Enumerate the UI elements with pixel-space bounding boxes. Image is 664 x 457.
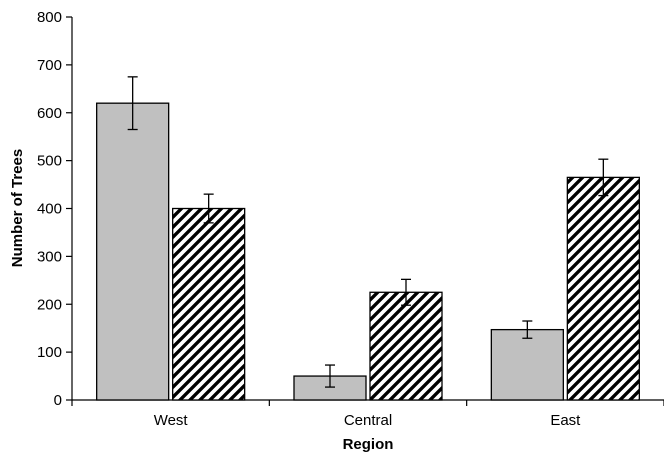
bar-west-series-2 [172,207,246,401]
bar-central-series-2 [369,291,443,401]
x-ticks: West Central East [71,400,664,429]
y-tick-label: 400 [37,201,62,218]
y-tick-label: 700 [37,57,62,74]
error-bars [127,76,609,388]
y-tick-label: 200 [37,296,62,313]
y-tick-label: 0 [54,392,62,409]
x-tick-label-west: West [154,412,189,429]
bars [96,102,640,401]
x-tick-label-east: East [550,412,581,429]
y-tick-label: 800 [37,9,62,26]
bar-east-series-1 [490,328,564,401]
x-axis: West Central East [71,399,664,429]
error-bar-east-series-1 [522,320,533,339]
error-bar-east-series-2 [598,158,609,197]
y-tick-label: 300 [37,248,62,265]
bar-west-series-1 [96,102,170,401]
error-bar-west-series-1 [127,76,138,131]
error-bar-west-series-2 [203,193,214,224]
y-tick-label: 500 [37,153,62,170]
y-axis-label: Number of Trees [9,149,26,267]
x-axis-label: Region [343,436,394,453]
y-ticks: 0 100 200 300 400 500 600 700 800 [37,9,72,409]
y-tick-label: 600 [37,105,62,122]
y-axis: 0 100 200 300 400 500 600 700 800 [37,9,73,409]
x-tick-label-central: Central [344,412,392,429]
y-tick-label: 100 [37,344,62,361]
bar-east-series-2 [566,176,640,401]
error-bar-central-series-2 [401,278,411,306]
error-bar-central-series-1 [325,364,335,388]
